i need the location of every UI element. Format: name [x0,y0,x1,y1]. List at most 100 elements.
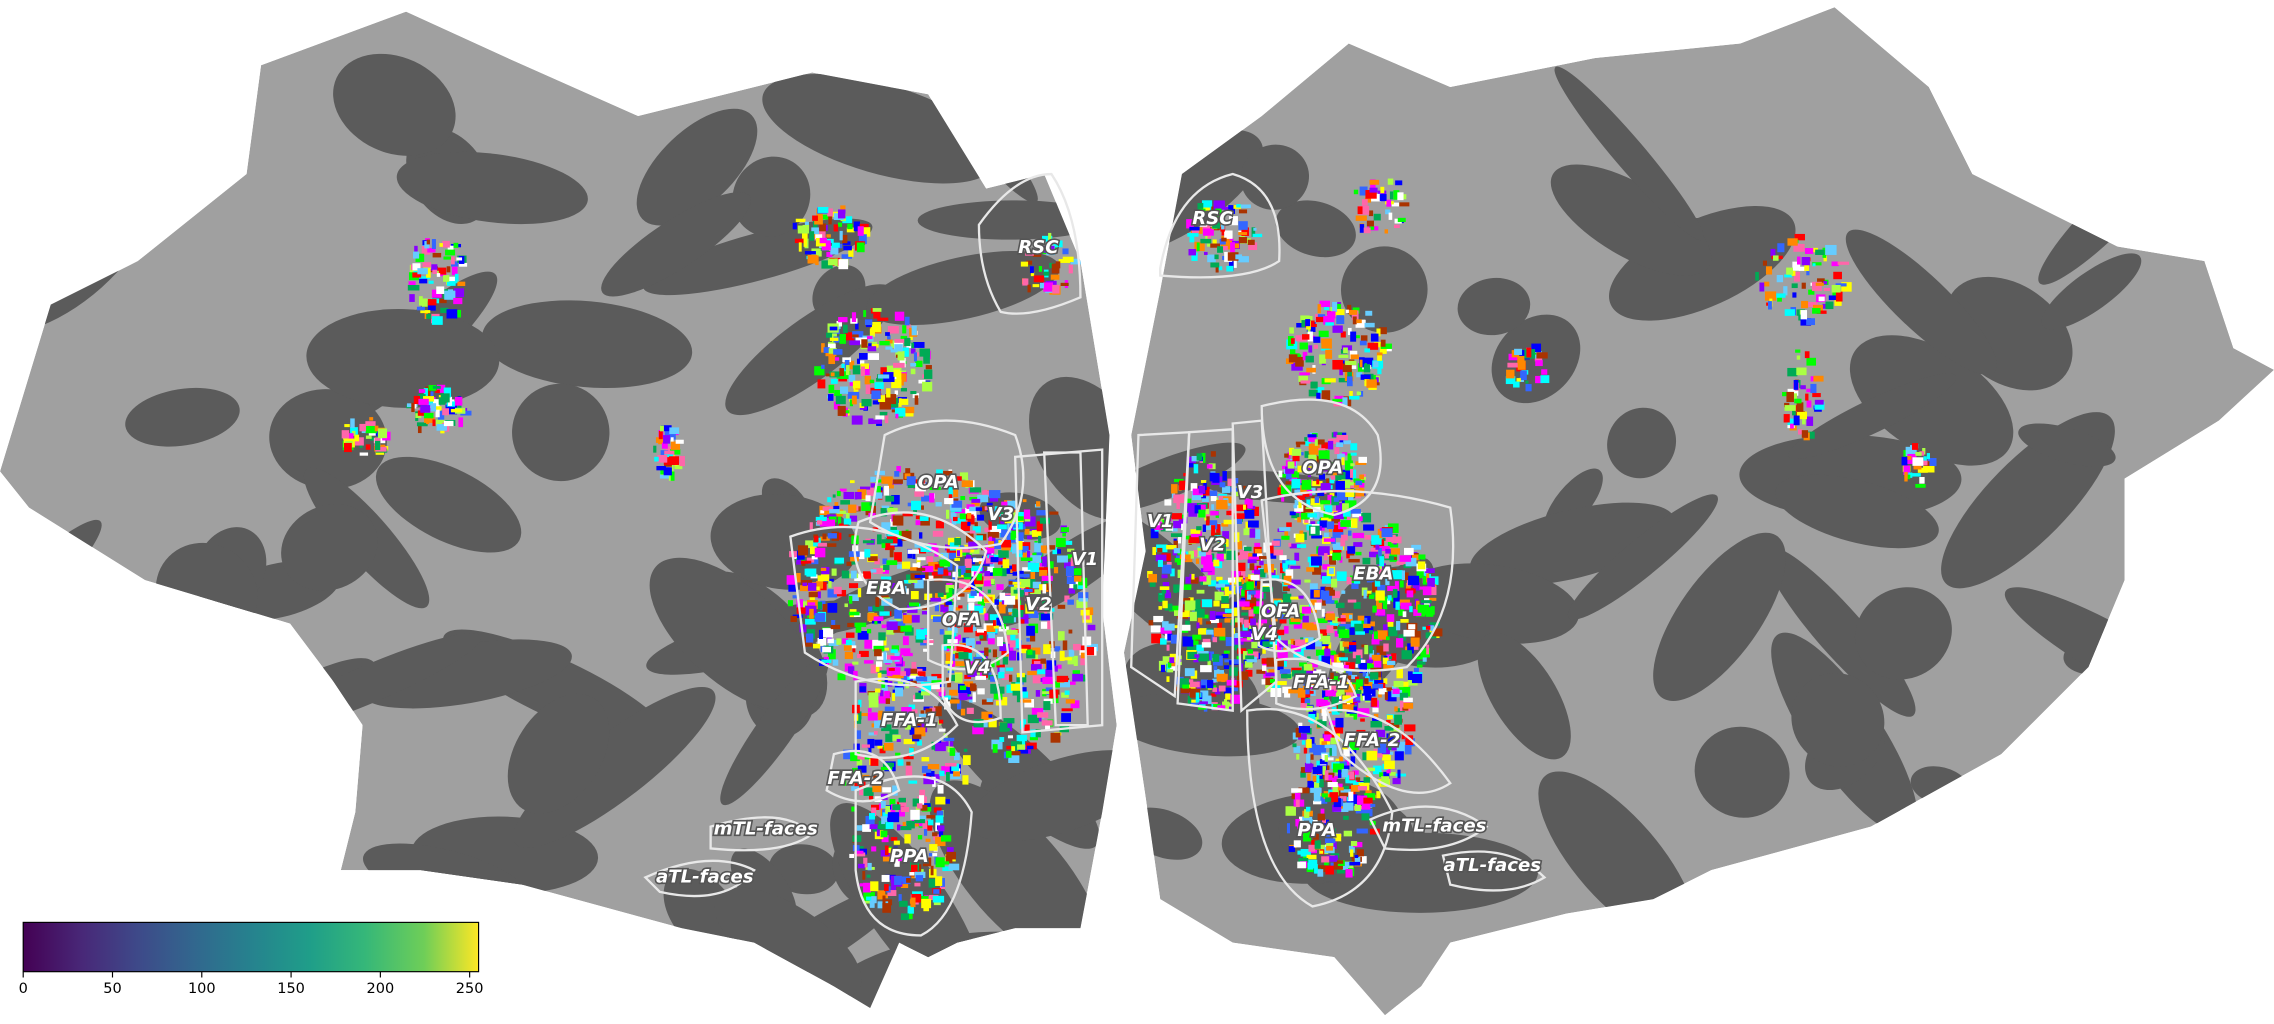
parcel [977,599,986,606]
parcel [1246,651,1259,659]
parcel [858,234,867,245]
parcel [1070,557,1075,567]
parcel [866,896,872,901]
parcel [992,744,998,753]
parcel [891,494,900,505]
parcel [893,364,902,372]
parcel [988,536,993,544]
parcel [997,636,1003,647]
roi-label: PPA [890,846,929,867]
parcel [1207,254,1216,263]
parcel [843,749,855,760]
parcel [1289,543,1301,549]
parcel [1304,579,1311,583]
parcel [1768,301,1772,310]
parcel [1297,850,1306,855]
parcel [1343,749,1350,757]
parcel [948,485,953,496]
parcel [822,628,834,638]
parcel [1348,309,1358,315]
parcel [1256,581,1262,589]
parcel [433,406,442,411]
parcel [868,813,875,820]
parcel [977,514,984,521]
parcel [1397,217,1406,223]
sulcus [2053,769,2169,846]
parcel [1067,554,1079,559]
parcel [1200,452,1206,463]
parcel [1215,264,1219,273]
parcel [1300,612,1305,620]
parcel [1032,581,1041,589]
parcel [1387,621,1394,627]
parcel [874,739,883,746]
sulcus [507,693,610,814]
parcel [900,913,910,921]
parcel [892,804,901,810]
parcel [1367,342,1379,350]
parcel [838,243,843,249]
parcel [939,629,944,635]
parcel [866,487,876,497]
parcel [1296,443,1301,448]
parcel [1322,714,1327,722]
parcel [895,752,901,756]
parcel [879,411,888,416]
parcel [873,730,878,735]
parcel [829,371,841,378]
parcel [1277,681,1287,686]
parcel [1319,300,1331,308]
parcel [884,413,889,424]
parcel [1249,625,1255,629]
parcel [881,624,891,629]
parcel [1041,720,1053,726]
parcel [1275,609,1287,620]
parcel [843,324,848,334]
parcel [439,243,443,247]
parcel [1915,452,1922,456]
parcel [1525,384,1532,392]
parcel [1237,648,1247,654]
parcel [901,561,911,569]
parcel [867,353,879,360]
parcel [885,346,893,350]
parcel [1022,552,1027,560]
parcel [1050,274,1060,280]
parcel [837,514,842,525]
parcel [1006,629,1018,635]
parcel [1308,434,1317,442]
parcel [1154,521,1164,531]
parcel [891,693,896,701]
parcel [1911,473,1921,477]
parcel [827,533,837,539]
parcel [1356,849,1364,857]
parcel [916,559,921,564]
parcel [1359,662,1368,674]
parcel [1386,771,1396,776]
parcel [836,490,841,497]
parcel [451,256,455,265]
parcel [886,365,897,373]
parcel [1235,254,1242,260]
parcel [1066,681,1076,685]
parcel [1240,204,1251,209]
parcel [428,280,434,284]
parcel [1310,381,1318,389]
parcel [1386,720,1391,725]
parcel [1402,611,1407,618]
parcel [1334,447,1340,455]
parcel [1316,775,1320,784]
parcel [1336,860,1344,864]
parcel [860,486,871,490]
parcel [1221,223,1225,230]
parcel [894,875,902,885]
parcel [1362,671,1367,677]
parcel [1281,494,1285,502]
parcel [853,221,861,232]
parcel [1001,673,1011,680]
parcel [1359,391,1364,397]
parcel [1810,383,1817,394]
parcel [1350,518,1358,528]
parcel [1312,599,1324,603]
parcel [802,582,808,587]
